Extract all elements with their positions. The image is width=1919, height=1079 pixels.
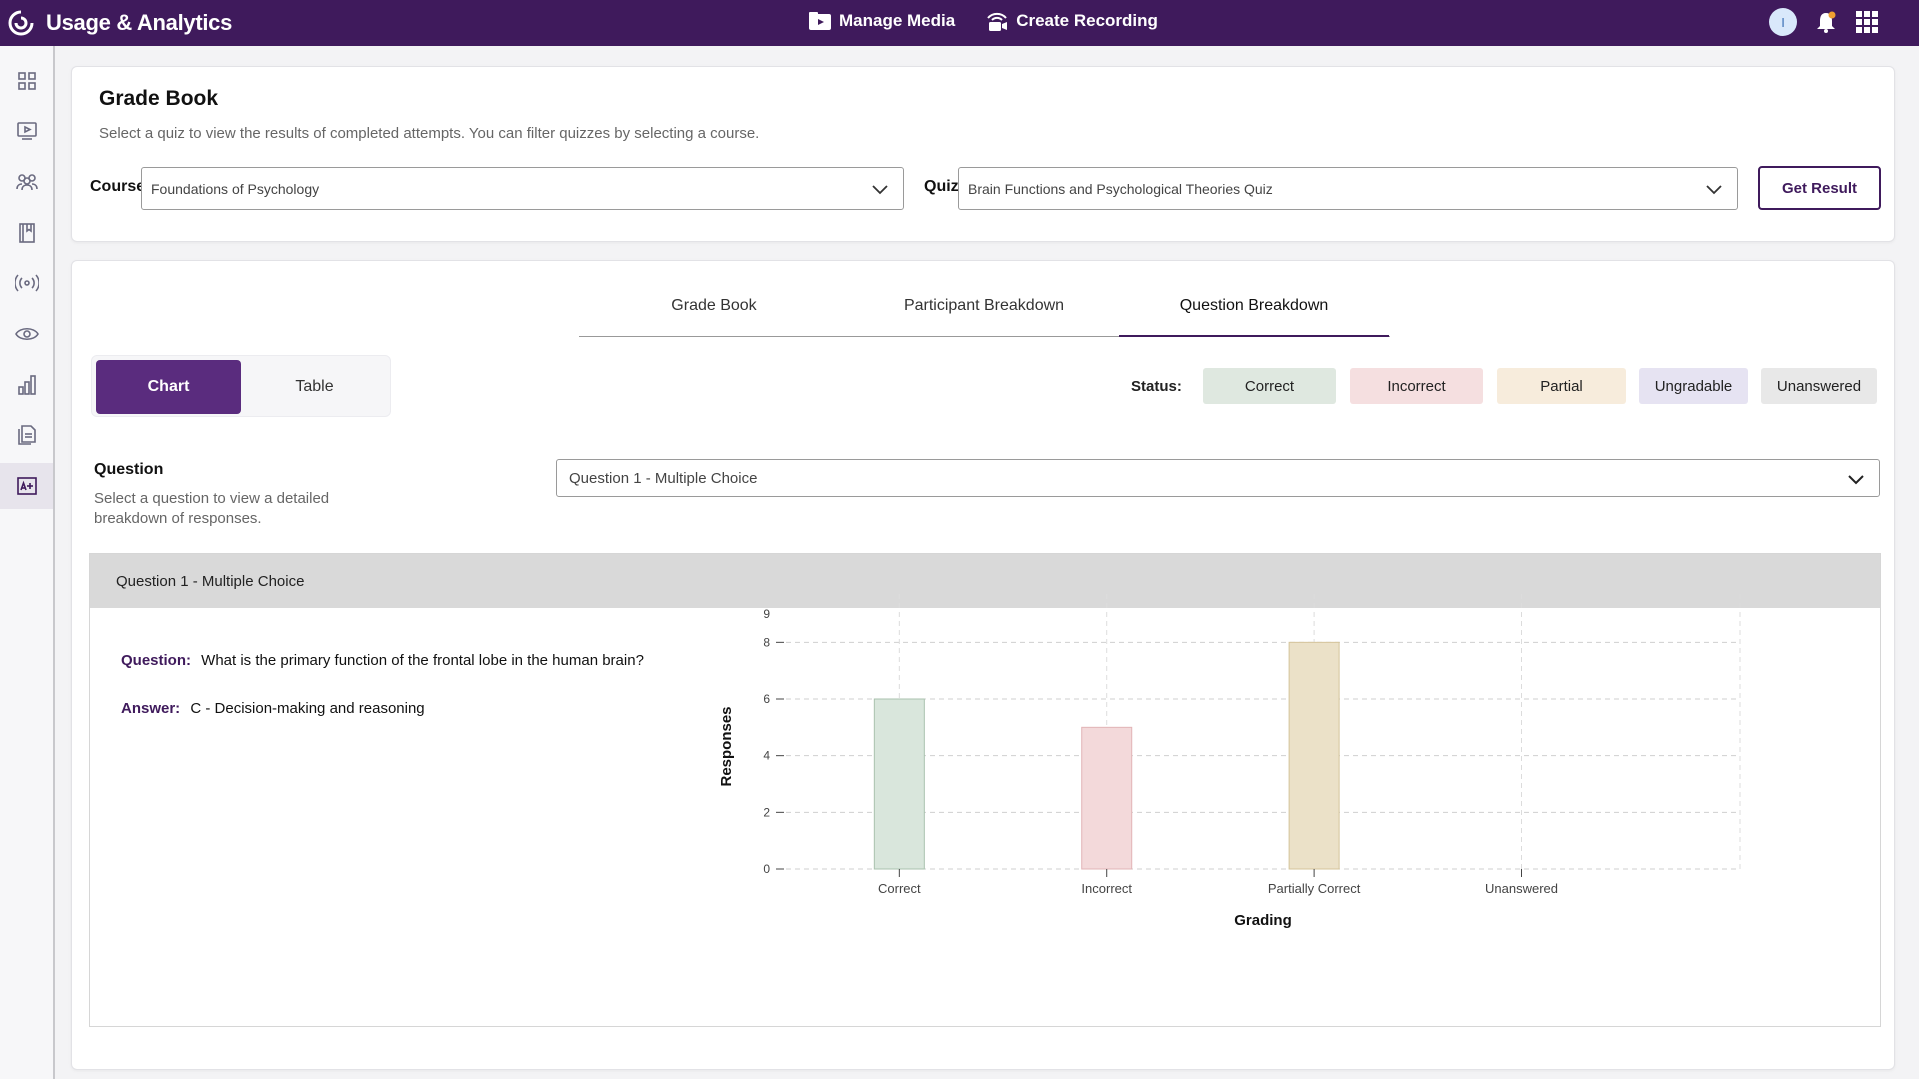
bar-chart-icon xyxy=(17,375,36,395)
course-select-value: Foundations of Psychology xyxy=(151,180,320,197)
view-toggle: Chart Table xyxy=(91,355,391,417)
answer-text: C - Decision-making and reasoning xyxy=(190,700,425,717)
filter-card: Grade Book Select a quiz to view the res… xyxy=(71,66,1895,242)
x-tick-label: Correct xyxy=(878,881,921,896)
y-tick-label: 2 xyxy=(763,805,770,819)
get-result-button[interactable]: Get Result xyxy=(1758,166,1881,210)
sidebar-item-live[interactable] xyxy=(0,260,53,306)
live-broadcast-icon xyxy=(14,274,39,292)
manage-media-link[interactable]: Manage Media xyxy=(808,11,955,31)
status-chip-incorrect: Incorrect xyxy=(1350,368,1483,404)
sidebar-item-gradebook[interactable] xyxy=(0,463,53,509)
status-chip-correct: Correct xyxy=(1203,368,1336,404)
sidebar-item-library[interactable] xyxy=(0,210,53,256)
y-tick-label: 4 xyxy=(763,749,770,763)
x-tick-label: Unanswered xyxy=(1485,881,1558,896)
top-bar: Usage & Analytics Manage Media Create Re… xyxy=(0,0,1919,46)
x-tick-label: Incorrect xyxy=(1081,881,1132,896)
sidebar-item-analytics[interactable] xyxy=(0,362,53,408)
app-logo-icon[interactable] xyxy=(6,9,36,37)
gradebook-icon xyxy=(16,477,37,495)
question-panel-title: Question 1 - Multiple Choice xyxy=(90,554,1880,608)
page-title: Grade Book xyxy=(99,87,219,110)
sidebar-item-users[interactable] xyxy=(0,159,53,205)
x-tick-label: Partially Correct xyxy=(1268,881,1361,896)
responses-bar-chart: 0 2 4 6 8 9 Correct Incorrect Partially Correct U… xyxy=(718,594,1741,929)
tab-grade-book[interactable]: Grade Book xyxy=(671,297,757,314)
results-card: Grade Book Participant Breakdown Questio… xyxy=(71,260,1895,1070)
answer-key: Answer: xyxy=(121,700,181,717)
quiz-select-value: Brain Functions and Psychological Theori… xyxy=(968,180,1273,197)
app-grid-icon[interactable] xyxy=(1855,10,1879,34)
x-axis-title: Grading xyxy=(1234,912,1292,929)
sidebar-item-views[interactable] xyxy=(0,311,53,357)
bar-incorrect xyxy=(1081,726,1133,870)
y-tick-label: 8 xyxy=(763,635,770,649)
create-recording-label: Create Recording xyxy=(1016,11,1158,30)
chevron-down-icon xyxy=(1706,185,1722,195)
y-tick-label: 6 xyxy=(763,692,770,706)
question-text: What is the primary function of the fron… xyxy=(201,652,644,669)
manage-media-label: Manage Media xyxy=(839,11,956,30)
question-panel: Question 1 - Multiple Choice Question: W… xyxy=(89,553,1881,1027)
question-text-row: Question: What is the primary function o… xyxy=(121,652,644,669)
chevron-down-icon xyxy=(872,185,888,195)
sidebar xyxy=(0,46,55,1079)
table-view-button[interactable]: Table xyxy=(295,378,334,395)
quiz-select[interactable]: Brain Functions and Psychological Theori… xyxy=(958,167,1738,210)
quiz-label: Quiz xyxy=(924,178,959,195)
create-recording-link[interactable]: Create Recording xyxy=(985,10,1158,32)
status-legend-label: Status: xyxy=(1131,378,1182,395)
library-book-icon xyxy=(18,223,35,243)
bell-icon[interactable] xyxy=(1815,10,1837,34)
breakdown-tabs: Grade Book Participant Breakdown Questio… xyxy=(579,287,1390,337)
status-chip-partial: Partial xyxy=(1497,368,1626,404)
y-tick-label: 0 xyxy=(763,862,770,876)
user-avatar[interactable]: I xyxy=(1769,8,1797,36)
users-icon xyxy=(15,174,38,191)
sidebar-item-documents[interactable] xyxy=(0,412,53,458)
sidebar-item-media[interactable] xyxy=(0,108,53,154)
question-key: Question: xyxy=(121,652,191,669)
chevron-down-icon xyxy=(1848,475,1864,485)
question-select-value: Question 1 - Multiple Choice xyxy=(569,469,758,487)
page-description: Select a quiz to view the results of com… xyxy=(99,125,760,142)
y-axis-title: Responses xyxy=(718,706,735,786)
webcam-recording-icon xyxy=(987,12,1008,31)
documents-icon xyxy=(17,425,36,445)
app-title: Usage & Analytics xyxy=(46,10,233,35)
bar-partially-correct xyxy=(1288,641,1340,870)
chart-view-button[interactable]: Chart xyxy=(96,360,241,414)
y-tick-label: 9 xyxy=(763,607,770,621)
tab-question-breakdown[interactable]: Question Breakdown xyxy=(1119,287,1389,337)
answer-text-row: Answer: C - Decision-making and reasonin… xyxy=(121,700,425,717)
question-picker-help: Select a question to view a detailed bre… xyxy=(94,490,330,527)
dashboard-icon xyxy=(17,72,36,90)
status-chip-unanswered: Unanswered xyxy=(1761,368,1877,404)
eye-icon xyxy=(14,327,39,341)
question-select[interactable]: Question 1 - Multiple Choice xyxy=(556,459,1880,497)
media-player-icon xyxy=(16,122,37,140)
tab-participant-breakdown[interactable]: Participant Breakdown xyxy=(903,297,1065,314)
media-folder-icon xyxy=(809,12,831,30)
sidebar-item-dashboard[interactable] xyxy=(0,58,53,104)
status-chip-ungradable: Ungradable xyxy=(1639,368,1748,404)
course-label: Course xyxy=(90,178,146,195)
bar-correct xyxy=(873,698,925,870)
question-picker-label: Question xyxy=(94,461,164,478)
course-select[interactable]: Foundations of Psychology xyxy=(141,167,904,210)
